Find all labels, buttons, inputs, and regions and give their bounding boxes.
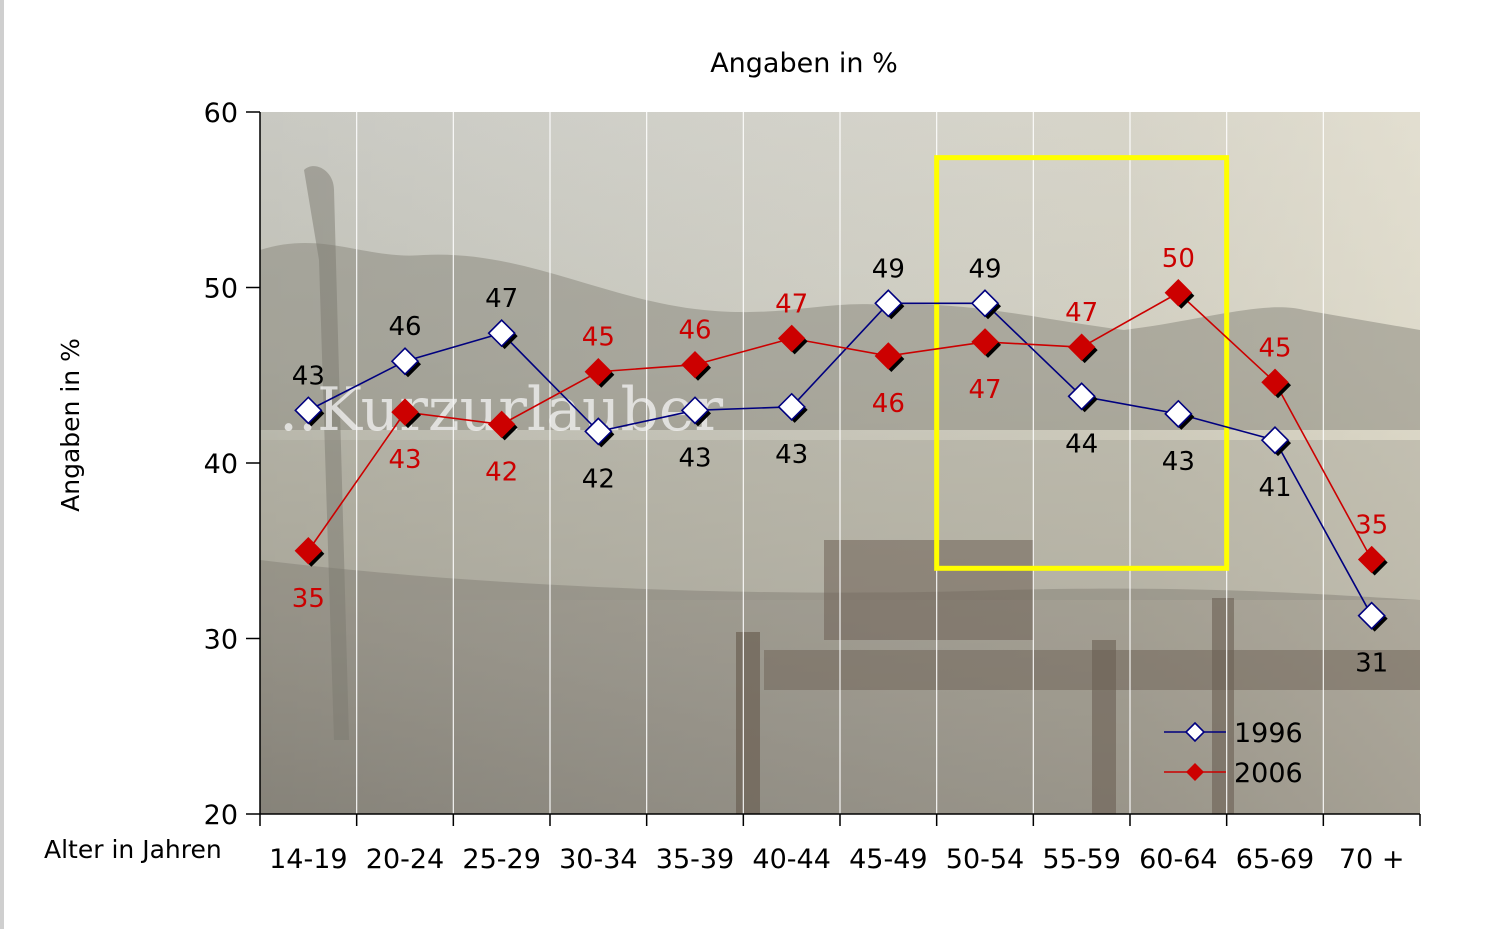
data-label: 47	[485, 284, 518, 314]
data-label: 43	[292, 361, 325, 391]
series-1996	[294, 289, 1388, 632]
y-tick-label: 50	[204, 274, 238, 305]
data-label: 47	[968, 375, 1001, 405]
data-point	[1164, 399, 1193, 428]
x-tick-label: 40-44	[752, 844, 830, 875]
data-label: 43	[775, 440, 808, 470]
legend-item-1996: 1996	[1164, 718, 1303, 749]
data-point	[1357, 545, 1386, 574]
x-tick-label: 35-39	[656, 844, 734, 875]
data-labels: 43 46 47 42 43 43 49 49 44 43 41 31 35 43 42 45 46 47 46 47…	[292, 244, 1388, 679]
series	[294, 279, 1388, 632]
y-tick-label: 20	[204, 800, 238, 831]
y-axis-title: Angaben in %	[56, 338, 85, 512]
data-label: 41	[1258, 473, 1291, 503]
data-label: 44	[1065, 429, 1098, 459]
axes: 20 30 40 50 60 14-19 20-24 25-29 30-34 35-39 40-44…	[204, 98, 1421, 875]
legend-label: 1996	[1234, 718, 1303, 749]
data-label: 35	[1355, 511, 1388, 541]
data-point	[971, 328, 999, 356]
data-point	[681, 351, 709, 379]
highlight-box	[934, 155, 1230, 571]
x-tick-label: 30-34	[559, 844, 637, 875]
data-label: 45	[582, 323, 615, 353]
y-tick-label: 60	[204, 98, 238, 129]
x-tick-label: 65-69	[1236, 844, 1314, 875]
data-label: 43	[678, 443, 711, 473]
data-label: 49	[968, 254, 1001, 284]
data-point	[584, 417, 613, 446]
series-2006	[294, 279, 1388, 576]
data-point	[680, 396, 710, 425]
x-tick-label: 60-64	[1139, 844, 1217, 875]
series-line	[307, 302, 1373, 617]
data-point	[294, 537, 323, 565]
legend-marker	[1186, 763, 1204, 781]
chart: 20 30 40 50 60 14-19 20-24 25-29 30-34 35-39 40-44…	[44, 48, 1421, 875]
data-point	[874, 289, 903, 318]
data-point	[584, 358, 613, 386]
x-tick-label: 50-54	[946, 844, 1024, 875]
data-label: 47	[1065, 298, 1098, 328]
vertical-gridlines	[356, 112, 1324, 814]
highlight-rectangle	[934, 155, 1230, 571]
data-point	[874, 342, 903, 370]
data-point	[1067, 333, 1096, 361]
titles: Angaben in % Angaben in % Alter in Jahren	[44, 48, 898, 864]
data-label: 46	[678, 316, 711, 346]
data-point	[1164, 279, 1193, 307]
data-point	[1260, 426, 1290, 455]
data-label: 49	[872, 254, 905, 284]
legend-marker	[1184, 721, 1206, 743]
data-label: 43	[388, 445, 421, 475]
x-tick-label: 70 +	[1339, 844, 1405, 875]
data-point	[970, 289, 1000, 318]
data-label: 35	[292, 584, 325, 614]
data-label: 42	[485, 457, 518, 487]
chart-title: Angaben in %	[710, 48, 898, 79]
x-tick-label: 25-29	[462, 844, 540, 875]
data-label: 31	[1355, 649, 1388, 679]
data-point	[1067, 382, 1096, 411]
legend-label: 2006	[1234, 758, 1303, 789]
data-point	[390, 347, 420, 376]
data-point	[1261, 368, 1289, 396]
data-point	[391, 398, 419, 426]
data-label: 42	[582, 464, 615, 494]
data-point	[294, 396, 323, 425]
data-point	[777, 324, 806, 353]
data-label: 45	[1258, 333, 1291, 363]
series-line	[307, 291, 1373, 560]
x-axis-title: Alter in Jahren	[44, 835, 222, 864]
data-point	[777, 392, 806, 421]
data-point	[487, 410, 516, 439]
x-tick-label: 55-59	[1042, 844, 1120, 875]
legend: 1996 2006	[1164, 718, 1303, 789]
data-point	[1357, 601, 1386, 630]
y-tick-label: 40	[204, 449, 238, 480]
y-tick-label: 30	[204, 625, 238, 656]
data-point	[487, 318, 516, 348]
data-label: 47	[775, 289, 808, 319]
legend-item-2006: 2006	[1164, 758, 1303, 789]
data-label: 46	[388, 312, 421, 342]
x-tick-label: 14-19	[269, 844, 347, 875]
data-label: 46	[872, 389, 905, 419]
data-label: 43	[1162, 447, 1195, 477]
x-tick-label: 45-49	[849, 844, 927, 875]
data-label: 50	[1162, 244, 1195, 274]
x-tick-label: 20-24	[366, 844, 444, 875]
